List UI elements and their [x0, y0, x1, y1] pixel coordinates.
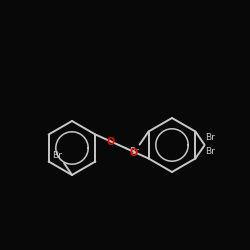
Text: Br: Br — [206, 134, 215, 142]
Text: Br: Br — [129, 148, 138, 156]
Text: Br: Br — [206, 148, 215, 156]
Text: Br: Br — [52, 151, 62, 160]
Text: O: O — [130, 148, 138, 158]
Text: O: O — [106, 137, 114, 147]
